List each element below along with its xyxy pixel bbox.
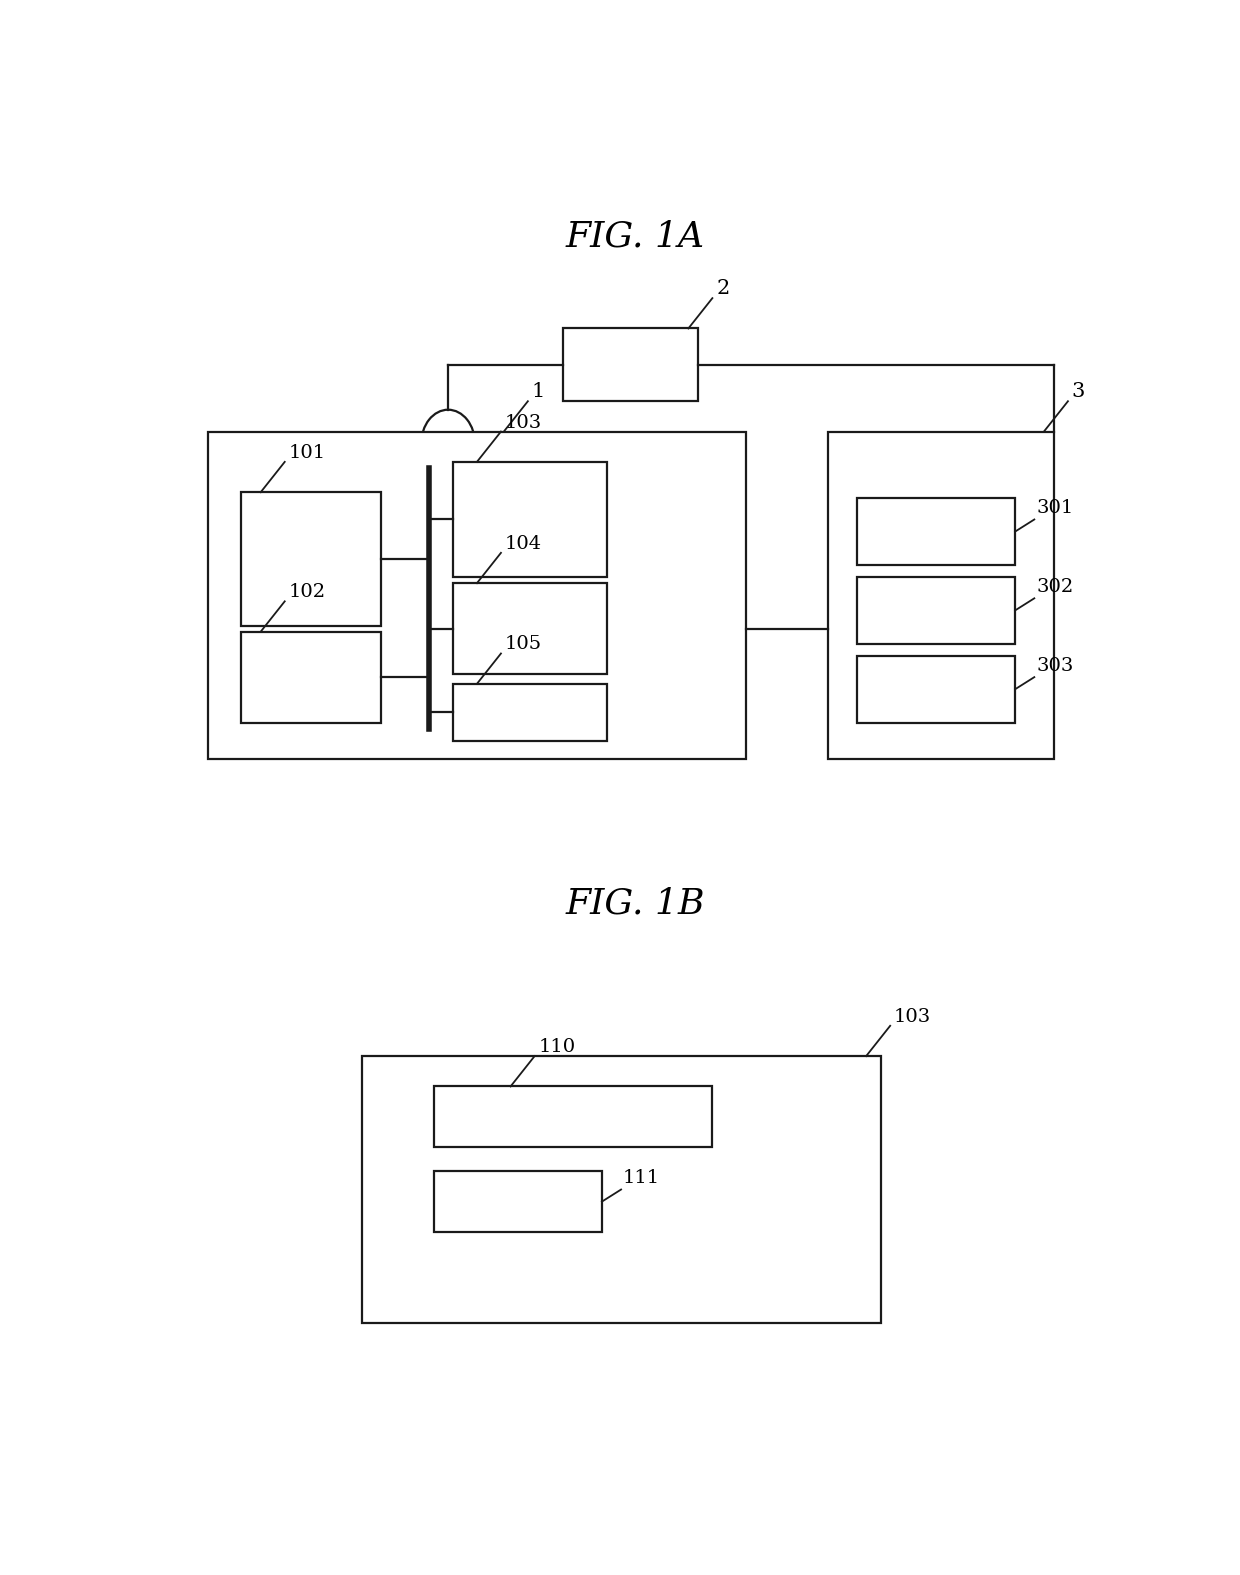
Bar (453, 684, 606, 740)
Text: 103: 103 (894, 1008, 931, 1025)
Text: FIG. 1B: FIG. 1B (565, 887, 706, 920)
Text: 1: 1 (532, 383, 546, 402)
Text: 303: 303 (1037, 657, 1074, 674)
Bar (434, 1087, 712, 1147)
Bar (857, 576, 1016, 644)
Bar (242, 632, 381, 723)
Text: 111: 111 (622, 1169, 660, 1188)
Bar (242, 491, 381, 625)
Bar (828, 432, 1054, 759)
Text: 105: 105 (505, 635, 542, 654)
Text: 103: 103 (505, 414, 542, 432)
Text: 104: 104 (505, 536, 542, 553)
Bar (453, 583, 606, 674)
Text: FIG. 1A: FIG. 1A (565, 219, 706, 254)
Text: 102: 102 (289, 583, 326, 602)
Text: 2: 2 (717, 279, 729, 298)
Bar (208, 432, 746, 759)
Bar (857, 655, 1016, 723)
Text: 3: 3 (1071, 383, 1085, 402)
Bar (434, 1172, 601, 1232)
Bar (563, 329, 698, 402)
Text: 302: 302 (1037, 578, 1074, 595)
Bar (857, 498, 1016, 565)
Bar (362, 1057, 880, 1323)
Text: 110: 110 (538, 1038, 575, 1057)
Bar (453, 461, 606, 576)
Text: 101: 101 (289, 444, 326, 461)
Text: 301: 301 (1037, 499, 1074, 517)
Circle shape (422, 410, 475, 477)
